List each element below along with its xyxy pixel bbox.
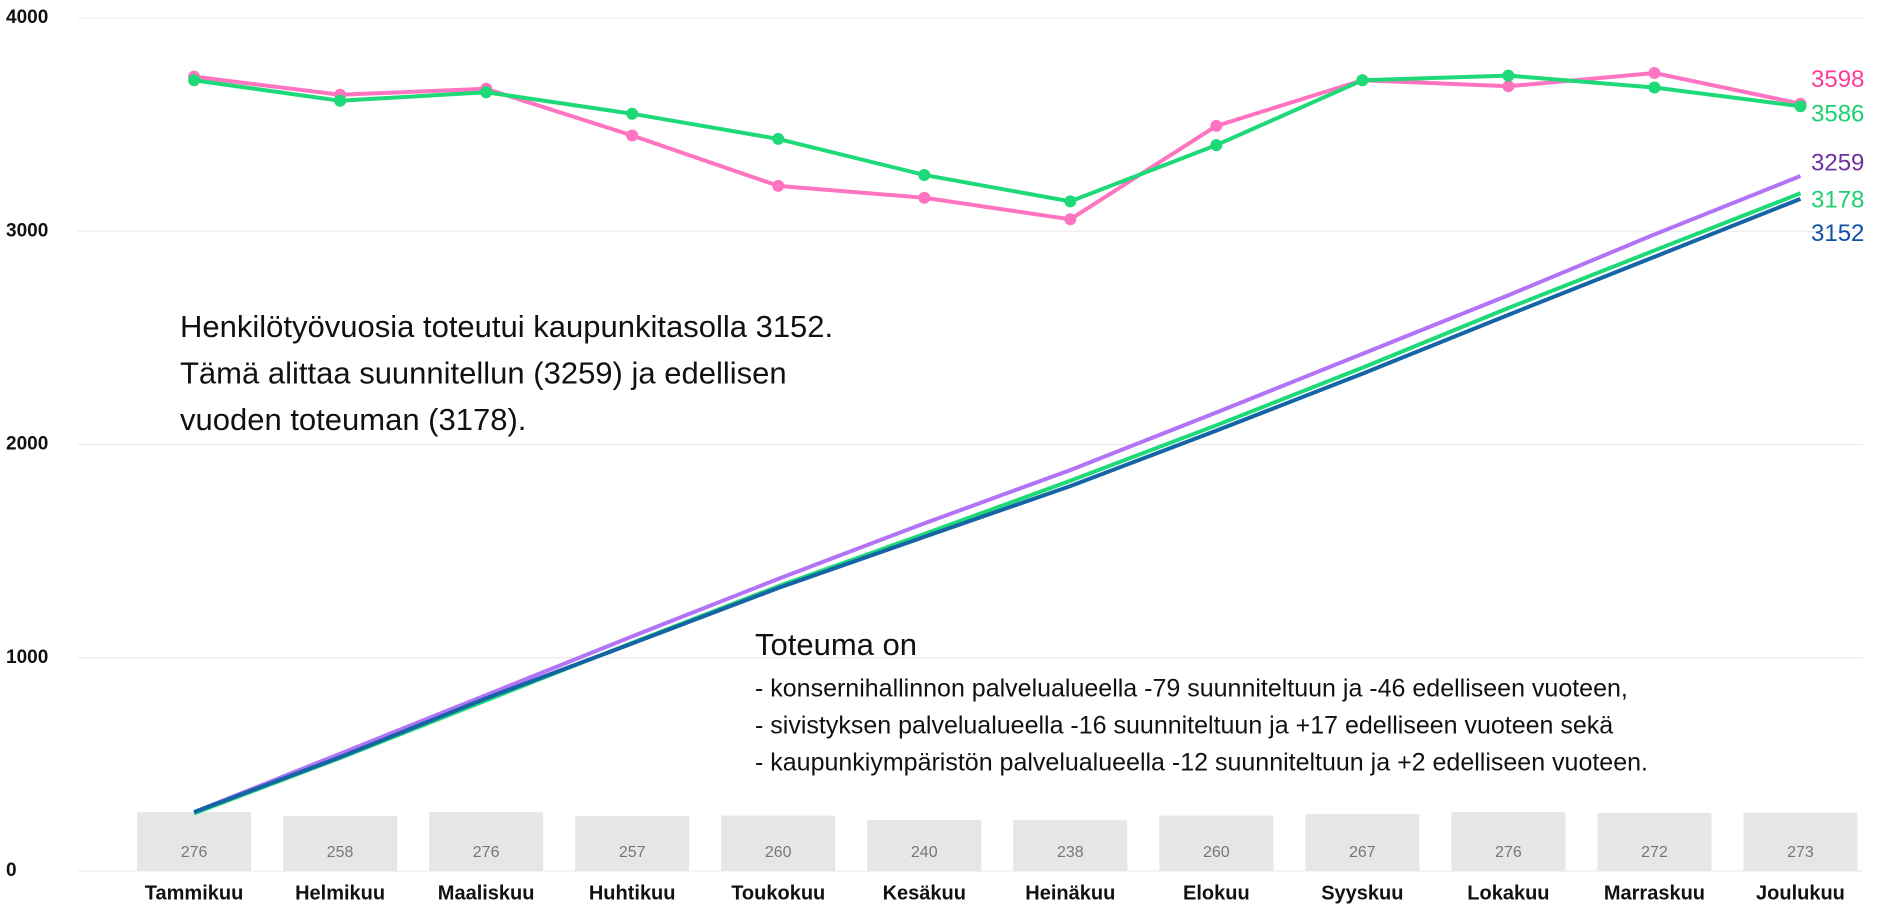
- annotation: vuoden toteuman (3178).: [180, 402, 526, 437]
- bar-value-label: 273: [1787, 844, 1814, 861]
- x-tick-label: Marraskuu: [1604, 882, 1705, 904]
- x-tick-label: Heinäkuu: [1025, 882, 1115, 904]
- point: [772, 132, 785, 145]
- x-tick-label: Maaliskuu: [438, 882, 535, 904]
- point: [1064, 213, 1077, 226]
- point: [1648, 81, 1661, 94]
- point: [626, 107, 639, 120]
- x-tick-label: Huhtikuu: [589, 882, 676, 904]
- annotation: - konsernihallinnon palvelualueella -79 …: [755, 675, 1628, 703]
- x-tick-label: Tammikuu: [145, 882, 244, 904]
- bar-value-label: 276: [473, 844, 500, 861]
- annotation: Tämä alittaa suunnitellun (3259) ja edel…: [180, 356, 787, 391]
- end-value-label: 3259: [1811, 149, 1864, 176]
- annotation: Henkilötyövuosia toteutui kaupunkitasoll…: [180, 309, 833, 344]
- x-tick-label: Helmikuu: [295, 882, 385, 904]
- bar: [867, 819, 982, 871]
- point: [1502, 80, 1515, 93]
- bar-value-label: 267: [1349, 844, 1376, 861]
- bar: [1013, 820, 1128, 871]
- bar-value-label: 238: [1057, 844, 1084, 861]
- x-tick-label: Toukokuu: [731, 882, 825, 904]
- line: [193, 196, 1802, 815]
- bar: [283, 815, 398, 871]
- y-tick-label: 3000: [6, 220, 48, 241]
- bar-value-label: 276: [181, 844, 208, 861]
- line: [193, 71, 1801, 222]
- bar: [1159, 815, 1274, 871]
- bar-value-label: 260: [1203, 844, 1230, 861]
- y-tick-label: 4000: [6, 7, 48, 28]
- line: [193, 174, 1802, 814]
- bar-value-label: 240: [911, 844, 938, 861]
- point: [1210, 119, 1223, 132]
- bar: [1743, 812, 1858, 871]
- point: [1502, 69, 1515, 82]
- annotation: - kaupunkiympäristön palvelualueella -12…: [755, 749, 1648, 777]
- y-tick-label: 0: [6, 860, 17, 881]
- point: [918, 168, 931, 181]
- bar: [1597, 812, 1712, 871]
- end-value-label: 3178: [1811, 187, 1864, 214]
- end-value-label: 3586: [1811, 101, 1864, 128]
- point: [480, 86, 493, 99]
- bar-value-label: 260: [765, 844, 792, 861]
- x-tick-label: Syyskuu: [1321, 882, 1403, 904]
- point: [918, 191, 931, 204]
- point: [1648, 67, 1661, 80]
- bar-value-label: 276: [1495, 844, 1522, 861]
- x-tick-label: Joulukuu: [1756, 882, 1845, 904]
- bar: [1451, 812, 1566, 871]
- annotation: Toteuma on: [755, 627, 917, 662]
- bar-value-label: 258: [327, 844, 354, 861]
- bar-value-label: 272: [1641, 844, 1668, 861]
- y-tick-label: 1000: [6, 647, 48, 668]
- end-value-label: 3152: [1811, 220, 1864, 247]
- bar: [721, 815, 836, 871]
- bar-value-label: 257: [619, 844, 646, 861]
- point: [188, 74, 201, 87]
- line: [193, 73, 1801, 204]
- point: [334, 94, 347, 107]
- bar: [137, 812, 252, 871]
- x-tick-label: Kesäkuu: [883, 882, 966, 904]
- end-value-label: 3598: [1811, 66, 1864, 93]
- point: [1064, 195, 1077, 208]
- bar: [575, 816, 690, 871]
- bar: [429, 812, 544, 871]
- bar: [1305, 814, 1420, 871]
- point: [1794, 100, 1807, 113]
- x-tick-label: Lokakuu: [1467, 882, 1549, 904]
- y-tick-label: 2000: [6, 434, 48, 455]
- x-tick-label: Elokuu: [1183, 882, 1250, 904]
- point: [1356, 74, 1369, 87]
- point: [772, 179, 785, 192]
- annotation: - sivistyksen palvelualueella -16 suunni…: [755, 712, 1613, 740]
- point: [626, 129, 639, 142]
- point: [1210, 139, 1223, 152]
